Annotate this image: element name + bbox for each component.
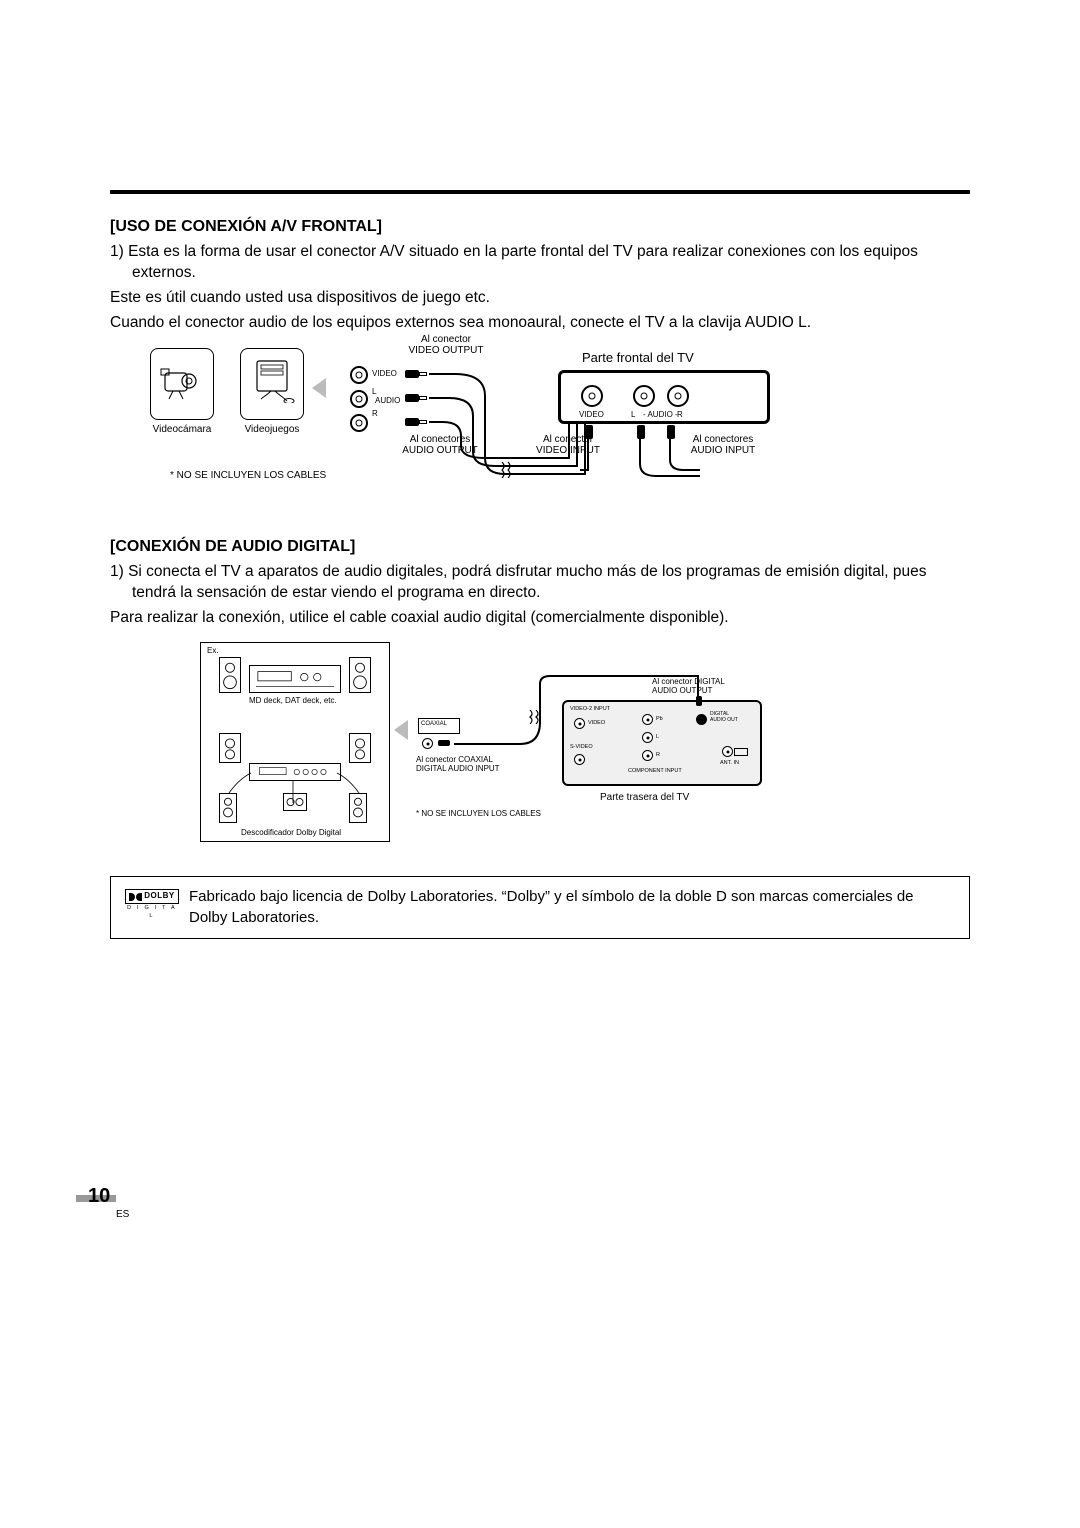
- coaxial-label: COAXIAL: [421, 721, 447, 728]
- coaxial-input-bottom: DIGITAL AUDIO INPUT: [416, 764, 500, 773]
- cable-break-icon: [500, 460, 520, 478]
- ex-rack-box: Ex. MD deck, DAT deck, etc.: [200, 642, 390, 842]
- dolby-logo-text: DOLBY: [144, 891, 175, 902]
- camcorder-icon: [159, 361, 203, 401]
- dolby-logo: DOLBY D I G I T A L: [125, 889, 179, 920]
- section2-line1: 1) Si conecta el TV a aparatos de audio …: [110, 562, 970, 604]
- speaker-wires: [219, 763, 379, 823]
- plug-icon: [696, 696, 702, 706]
- section1-line3: Cuando el conector audio de los equipos …: [110, 313, 970, 334]
- tv-front-panel: VIDEO L R - AUDIO -: [558, 370, 770, 424]
- digital-output-bottom: AUDIO OUTPUT: [652, 686, 712, 695]
- section2-line2: Para realizar la conexión, utilice el ca…: [110, 608, 970, 629]
- section1-line2: Este es útil cuando usted usa dispositiv…: [110, 288, 970, 309]
- ant-in-label: ANT. IN: [720, 760, 739, 766]
- video-output-top: Al conector: [421, 334, 471, 345]
- plug-icon: [405, 418, 419, 426]
- svideo-label: S-VIDEO: [570, 744, 593, 750]
- video-output-label: Al conector VIDEO OUTPUT: [396, 334, 496, 356]
- back-r-label: R: [656, 752, 660, 758]
- video2-input-label: VIDEO-2 INPUT: [570, 706, 610, 712]
- signal-arrow-icon: [394, 720, 408, 740]
- video-output-bottom: VIDEO OUTPUT: [408, 345, 483, 356]
- audio-input-label: Al conectores AUDIO INPUT: [678, 434, 768, 456]
- diagram-digital-audio: Ex. MD deck, DAT deck, etc.: [200, 642, 820, 852]
- audio-out-label: DIGITALAUDIO OUT: [710, 712, 754, 723]
- dolby-logo-sub: D I G I T A L: [125, 905, 179, 920]
- tv-back-panel: VIDEO-2 INPUT VIDEO S-VIDEO Pb L R COMPO…: [562, 700, 762, 786]
- audio-l-out-jack: [350, 390, 368, 408]
- speaker-icon: [219, 733, 241, 763]
- ant-connector: [734, 748, 748, 756]
- videogame-label: Videojuegos: [240, 424, 304, 435]
- coaxial-input-label: Al conector COAXIAL DIGITAL AUDIO INPUT: [416, 756, 526, 774]
- tv-video-label: VIDEO: [579, 411, 604, 420]
- camcorder-label: Videocámara: [150, 424, 214, 435]
- back-svideo-jack: [574, 754, 585, 765]
- speaker-icon: [349, 657, 371, 693]
- cable-break-icon: [528, 710, 548, 724]
- page-lang: ES: [116, 1209, 129, 1220]
- signal-arrow-icon: [312, 378, 326, 398]
- plug-icon: [438, 740, 450, 746]
- cables-note2: * NO SE INCLUYEN LOS CABLES: [416, 810, 541, 819]
- back-r-jack: [642, 750, 653, 761]
- digital-audio-out-jack: [696, 714, 707, 725]
- page-content: [USO DE CONEXIÓN A/V FRONTAL] 1) Esta es…: [110, 190, 970, 939]
- plug-icon: [405, 394, 419, 402]
- ant-in-jack: [722, 746, 733, 757]
- md-deck-label: MD deck, DAT deck, etc.: [249, 697, 337, 706]
- plug-icon: [405, 370, 419, 378]
- video-out-label: VIDEO: [372, 370, 397, 379]
- deck-icon: [249, 665, 341, 693]
- dolby-dd-icon: [129, 893, 142, 901]
- dolby-decoder-label: Descodificador Dolby Digital: [241, 829, 341, 838]
- audio-r-label: R: [372, 410, 378, 419]
- speaker-icon: [349, 733, 371, 763]
- game-console-icon: [247, 355, 299, 403]
- videogame-box: [240, 348, 304, 420]
- ex-label2: Ex.: [207, 647, 219, 656]
- digital-output-top: Al conector DIGITAL: [652, 677, 725, 686]
- video-out-jack: [350, 366, 368, 384]
- tv-video-jack: [581, 385, 603, 407]
- digital-output-label: Al conector DIGITAL AUDIO OUTPUT: [652, 678, 762, 696]
- audio-input-bottom: AUDIO INPUT: [691, 445, 755, 456]
- audio-out-label2: AUDIO: [375, 397, 400, 406]
- tv-front-label: Parte frontal del TV: [582, 350, 694, 365]
- back-pb-jack: [642, 714, 653, 725]
- tv-l-label: L: [631, 411, 635, 420]
- section1-title: [USO DE CONEXIÓN A/V FRONTAL]: [110, 218, 970, 236]
- speaker-icon: [219, 657, 241, 693]
- back-l-label: L: [656, 734, 659, 740]
- audio-input-top: Al conectores: [693, 434, 754, 445]
- coaxial-jack: [422, 738, 433, 749]
- diagram-av-frontal: Ex. Videocámara Videojuegos: [150, 348, 810, 498]
- back-video-jack: [574, 718, 585, 729]
- back-video-label: VIDEO: [588, 720, 605, 726]
- tv-audio-label: - AUDIO -: [643, 411, 678, 420]
- tv-audio-l-jack: [633, 385, 655, 407]
- camcorder-box: [150, 348, 214, 420]
- tv-back-label: Parte trasera del TV: [600, 792, 689, 803]
- section2-title: [CONEXIÓN DE AUDIO DIGITAL]: [110, 538, 970, 556]
- audio-r-out-jack: [350, 414, 368, 432]
- component-label: COMPONENT INPUT: [628, 768, 682, 774]
- section1-line1: 1) Esta es la forma de usar el conector …: [110, 242, 970, 284]
- back-l-jack: [642, 732, 653, 743]
- cables-note1: * NO SE INCLUYEN LOS CABLES: [170, 470, 326, 481]
- dolby-text: Fabricado bajo licencia de Dolby Laborat…: [189, 887, 955, 928]
- back-pb-label: Pb: [656, 716, 663, 722]
- coaxial-input-top: Al conector COAXIAL: [416, 755, 493, 764]
- page-number: 10: [88, 1185, 110, 1208]
- dolby-notice-box: DOLBY D I G I T A L Fabricado bajo licen…: [110, 876, 970, 939]
- tv-audio-r-jack: [667, 385, 689, 407]
